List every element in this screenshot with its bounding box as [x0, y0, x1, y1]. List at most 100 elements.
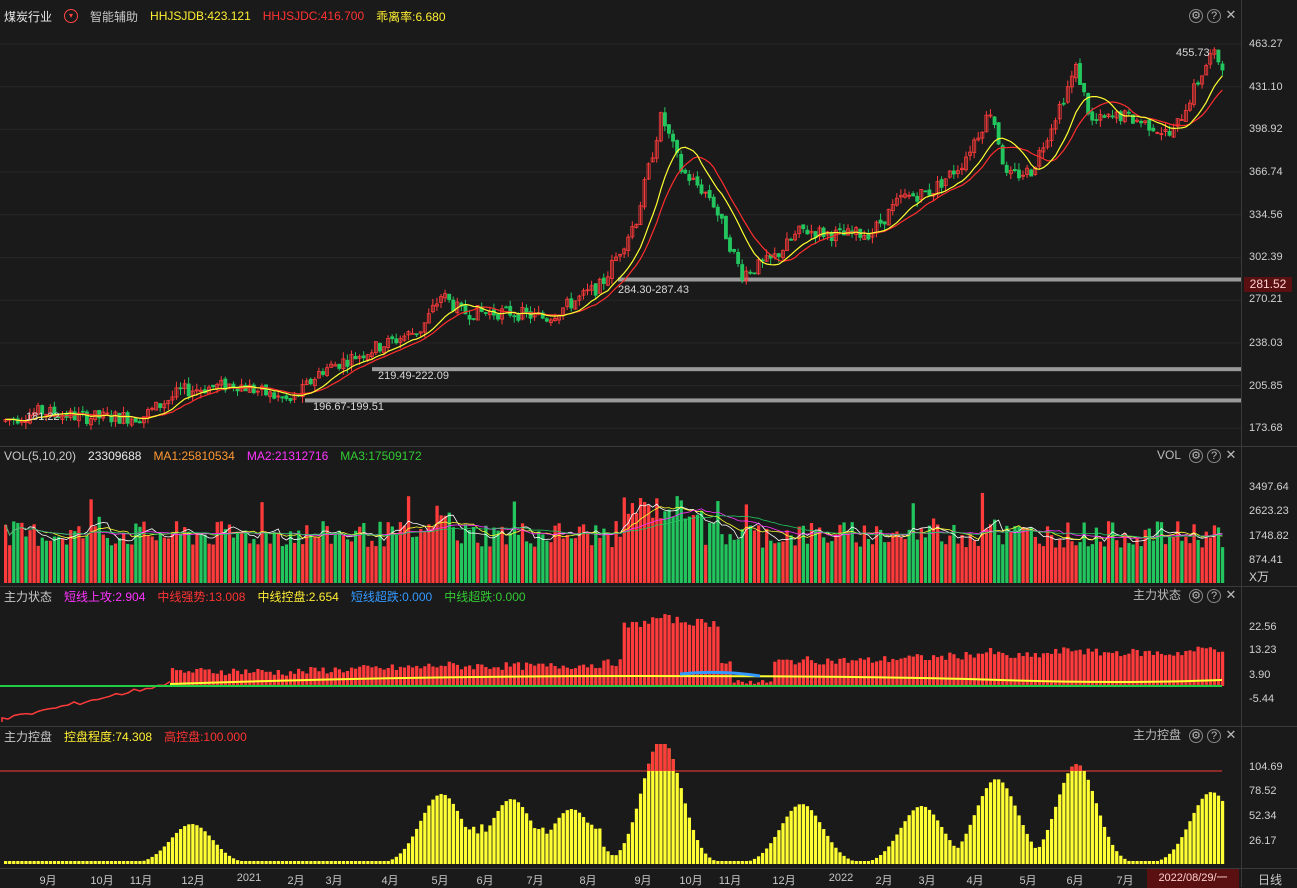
- control-bar: [44, 861, 48, 864]
- state-bar: [264, 671, 268, 686]
- volume-bar: [1220, 547, 1225, 583]
- candle-body: [1183, 110, 1188, 122]
- help-icon[interactable]: ?: [1207, 9, 1221, 23]
- candle-body: [325, 367, 329, 376]
- period-label[interactable]: 日线: [1258, 873, 1283, 887]
- state-bar: [655, 618, 659, 686]
- control-bar-high: [671, 759, 675, 771]
- candle-body: [36, 405, 41, 415]
- control-bar: [724, 861, 728, 864]
- state-bar: [1123, 654, 1127, 686]
- control-name[interactable]: 主力控盘: [4, 729, 53, 744]
- candle-body: [512, 315, 517, 318]
- help-icon[interactable]: ?: [1207, 449, 1221, 463]
- candle-body: [1200, 75, 1205, 85]
- volume-bar: [846, 531, 850, 583]
- candle-body: [182, 383, 187, 389]
- volume-bar: [948, 535, 952, 583]
- control-chart[interactable]: [0, 744, 1241, 868]
- candle-body: [671, 133, 675, 142]
- state-bar: [988, 647, 993, 686]
- xaxis-tick: 2021: [236, 872, 262, 884]
- vol-panel-label[interactable]: VOL: [1156, 448, 1181, 462]
- volume-bar: [1029, 527, 1033, 583]
- control-bar: [301, 861, 305, 864]
- state-name[interactable]: 主力状态: [4, 589, 53, 604]
- close-icon[interactable]: ✕: [1225, 447, 1237, 462]
- candle-body: [1041, 147, 1046, 153]
- control-bar: [728, 861, 732, 864]
- volume-bar: [1200, 547, 1204, 583]
- close-icon[interactable]: ✕: [1225, 587, 1237, 602]
- state-controls: 主力状态 ⚙ ? ✕: [1132, 587, 1237, 603]
- volume-bar: [467, 530, 472, 583]
- volume-bar: [1062, 547, 1066, 583]
- smart-assist-label[interactable]: 智能辅助: [90, 9, 139, 24]
- state-tick: 13.23: [1249, 644, 1277, 656]
- state-panel-label[interactable]: 主力状态: [1132, 588, 1181, 602]
- state-bar: [997, 651, 1001, 686]
- price-tick: 173.68: [1249, 422, 1283, 434]
- settings-icon[interactable]: ⚙: [1189, 729, 1203, 743]
- candle-body: [89, 418, 93, 426]
- volume-chart[interactable]: [0, 465, 1241, 585]
- volume-bar: [349, 541, 354, 583]
- volume-bar: [321, 521, 325, 583]
- state-bar: [960, 659, 964, 686]
- control-bar: [818, 822, 822, 864]
- settings-icon[interactable]: ⚙: [1189, 449, 1203, 463]
- state-bar: [667, 615, 671, 686]
- control-bar: [761, 852, 765, 864]
- control-bar: [614, 855, 618, 864]
- control-bar: [252, 861, 256, 864]
- help-icon[interactable]: ?: [1207, 589, 1221, 603]
- candle-body: [463, 305, 468, 315]
- control-panel-label[interactable]: 主力控盘: [1132, 728, 1181, 742]
- volume-bar: [1017, 526, 1021, 583]
- candle-body: [886, 208, 891, 226]
- state-bar: [301, 671, 305, 686]
- volume-bar: [1005, 525, 1009, 583]
- candle-body: [544, 318, 549, 322]
- volume-bar: [826, 542, 830, 583]
- close-icon[interactable]: ✕: [1225, 7, 1237, 22]
- volume-bar: [179, 534, 183, 583]
- volume-bar: [1119, 547, 1123, 583]
- sector-title[interactable]: 煤炭行业: [4, 9, 53, 24]
- control-bar: [573, 809, 578, 864]
- volume-bar: [1139, 546, 1143, 583]
- control-bar: [931, 814, 936, 864]
- control-bar: [642, 778, 647, 864]
- price-chart[interactable]: [0, 26, 1241, 446]
- state-bar: [1143, 651, 1147, 686]
- candle-body: [174, 387, 179, 398]
- settings-icon[interactable]: ⚙: [1189, 9, 1203, 23]
- candle-body: [496, 313, 500, 320]
- candle-body: [614, 256, 618, 261]
- state-bar: [911, 656, 915, 686]
- volume-bar: [940, 541, 944, 583]
- close-icon[interactable]: ✕: [1225, 727, 1237, 742]
- volume-bar: [16, 522, 20, 583]
- candle-body: [679, 153, 684, 173]
- vol-name[interactable]: VOL(5,10,20): [4, 449, 77, 463]
- volume-bar: [956, 543, 960, 583]
- volume-bar: [777, 542, 781, 583]
- dropdown-icon[interactable]: ▾: [64, 9, 79, 23]
- control-bar: [512, 799, 517, 864]
- state-bar: [748, 680, 753, 686]
- state-bar: [1058, 653, 1062, 686]
- help-icon[interactable]: ?: [1207, 729, 1221, 743]
- candle-body: [516, 314, 521, 321]
- state-chart[interactable]: [0, 604, 1241, 726]
- control-bar: [1054, 806, 1058, 864]
- settings-icon[interactable]: ⚙: [1189, 589, 1203, 603]
- xaxis-tick: 5月: [431, 875, 449, 887]
- candle-body: [935, 181, 940, 195]
- state-bar: [370, 667, 374, 686]
- candle-body: [862, 235, 867, 240]
- xaxis-tick: 2月: [875, 875, 893, 887]
- volume-bar: [484, 525, 488, 583]
- candle-body: [703, 191, 708, 194]
- control-bar: [105, 861, 110, 864]
